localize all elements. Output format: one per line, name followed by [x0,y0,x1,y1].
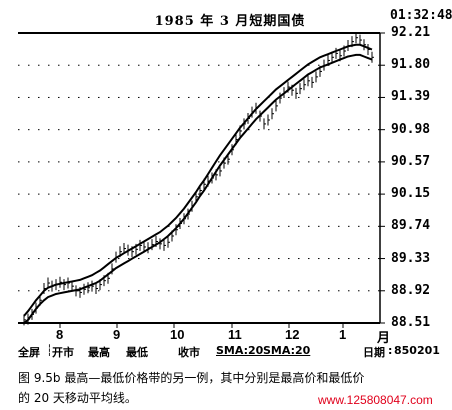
y-tick-label: 88.92 [391,282,431,298]
x-tick-label: 月 [377,330,391,345]
sma-low-line [23,53,373,324]
high-label[interactable]: 最高 [88,346,110,359]
y-tick-label: 90.15 [391,186,431,202]
figure-caption: 图 9.5b 最高—最低价格带的另一例，其中分别是最高价和最低价 的 20 天移… [18,368,438,408]
timestamp-readout: 01:32:48 [390,8,452,23]
fullscreen-label[interactable]: 全屏 [18,346,40,359]
close-label[interactable]: 收市 [178,346,200,359]
x-tick-label: 1 [339,327,347,342]
sma-high-line [23,43,373,317]
date-separator: : [388,344,393,357]
date-value: 850201 [394,344,440,357]
watermark-text: www.125808047.com [318,393,433,407]
divider-glyph: ┆ [46,344,53,357]
y-tick-label: 89.74 [391,218,431,234]
y-tick-label: 89.33 [391,250,431,266]
chart-title: 1985 年 3 月短期国债 [154,14,306,29]
y-tick-label: 91.80 [391,57,431,73]
sma-low-label[interactable]: SMA:20 [263,344,311,357]
x-tick-label: 8 [56,327,64,342]
x-tick-label: 10 [170,327,185,342]
x-tick-label: 11 [228,327,242,342]
sma-high-label[interactable]: SMA:20 [216,344,264,357]
x-tick-label: 9 [113,327,121,342]
date-label: 日期 [363,346,385,359]
low-label[interactable]: 最低 [126,346,148,359]
y-tick-label: 92.21 [391,25,431,40]
caption-line-2: 的 20 天移动平均线。 [18,391,137,405]
footer-toolbar: 全屏 ┆ 开市 最高 最低 收市 SMA:20 SMA:20 日期 : 8502… [18,344,440,360]
y-tick-label: 91.39 [391,89,431,105]
caption-line-1: 图 9.5b 最高—最低价格带的另一例，其中分别是最高价和最低价 [18,371,365,385]
x-tick-label: 12 [285,327,300,342]
y-tick-label: 88.51 [391,315,431,330]
y-tick-label: 90.57 [391,153,431,169]
y-tick-label: 90.98 [391,121,431,137]
open-label[interactable]: 开市 [52,346,74,359]
